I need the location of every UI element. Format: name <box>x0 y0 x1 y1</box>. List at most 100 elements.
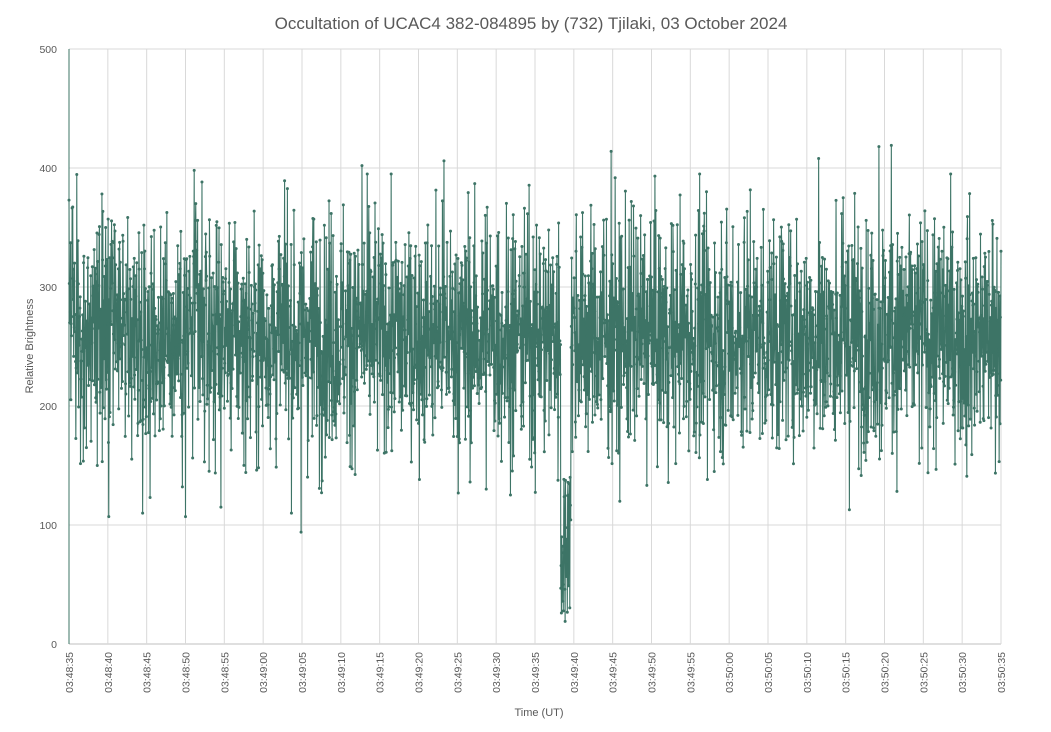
data-point <box>434 188 438 192</box>
data-point <box>625 417 629 421</box>
data-point <box>912 403 916 407</box>
data-point <box>947 376 950 380</box>
data-point <box>150 396 154 400</box>
data-point <box>212 400 216 404</box>
data-point <box>814 402 818 406</box>
data-point <box>145 371 149 375</box>
data-point <box>304 374 308 378</box>
data-point <box>158 321 162 325</box>
data-point <box>910 405 914 409</box>
data-point <box>661 346 665 350</box>
data-point <box>780 360 784 364</box>
data-point <box>662 284 666 288</box>
data-point <box>957 318 961 322</box>
data-point <box>916 371 920 375</box>
data-point <box>196 299 200 303</box>
data-point <box>73 330 77 334</box>
data-point <box>292 263 296 267</box>
data-point <box>310 434 314 438</box>
data-point <box>586 326 590 330</box>
data-point <box>978 420 982 424</box>
data-point <box>859 473 863 477</box>
data-point <box>664 300 668 304</box>
data-point <box>526 330 530 334</box>
data-point <box>682 267 686 271</box>
data-point <box>183 352 187 356</box>
data-point <box>841 241 845 245</box>
data-point <box>222 406 226 410</box>
data-point <box>488 299 492 303</box>
data-point <box>862 413 866 417</box>
data-point <box>228 328 232 332</box>
data-point <box>151 287 155 291</box>
data-point <box>287 437 291 441</box>
data-point <box>855 331 859 335</box>
data-point <box>185 366 189 370</box>
data-point <box>941 372 945 376</box>
data-point <box>218 313 222 317</box>
data-point <box>88 302 91 306</box>
data-point <box>766 358 770 362</box>
data-point <box>712 428 716 432</box>
data-point <box>733 357 737 361</box>
data-point <box>271 373 275 377</box>
data-point <box>616 325 620 329</box>
data-point <box>891 321 895 325</box>
data-point <box>899 264 903 268</box>
data-point <box>887 358 891 362</box>
data-point <box>906 316 910 320</box>
data-point <box>500 321 504 325</box>
data-point <box>539 351 543 355</box>
data-point <box>620 234 624 238</box>
data-point <box>482 371 486 375</box>
data-point <box>278 403 282 407</box>
data-point <box>778 235 782 239</box>
data-point <box>608 279 612 283</box>
data-point <box>794 383 798 387</box>
data-point <box>840 212 844 216</box>
data-point <box>497 230 501 234</box>
x-tick-label: 03:50:10 <box>802 652 814 693</box>
data-point <box>511 237 515 241</box>
data-point <box>207 286 211 290</box>
data-point <box>798 281 802 285</box>
data-point <box>920 240 924 244</box>
data-point <box>965 474 969 478</box>
data-point <box>926 332 930 336</box>
data-point <box>746 355 750 358</box>
data-point <box>366 253 370 257</box>
data-point <box>928 425 932 429</box>
data-point <box>824 267 828 271</box>
data-point <box>491 287 495 291</box>
data-point <box>105 257 109 261</box>
data-point <box>421 298 425 302</box>
data-point <box>94 396 98 400</box>
data-point <box>297 364 301 368</box>
data-point <box>149 235 153 239</box>
data-point <box>573 420 577 424</box>
data-point <box>74 359 78 363</box>
data-point <box>561 599 565 603</box>
data-point <box>899 407 903 411</box>
data-point <box>951 413 955 417</box>
data-point <box>969 317 973 321</box>
data-point <box>318 238 322 242</box>
data-point <box>214 313 218 317</box>
data-point <box>954 348 958 352</box>
data-point <box>98 324 102 328</box>
data-point <box>133 288 137 292</box>
data-point <box>801 429 805 433</box>
data-point <box>323 455 327 459</box>
data-point <box>844 306 848 310</box>
data-point <box>543 308 547 312</box>
data-point <box>903 306 907 310</box>
data-point <box>713 313 717 317</box>
data-point <box>523 381 527 385</box>
data-point <box>962 348 966 352</box>
data-point <box>649 220 653 224</box>
data-point <box>877 368 881 372</box>
data-point <box>270 331 274 335</box>
data-point <box>146 350 150 354</box>
data-point <box>257 243 261 247</box>
data-point <box>430 244 434 248</box>
